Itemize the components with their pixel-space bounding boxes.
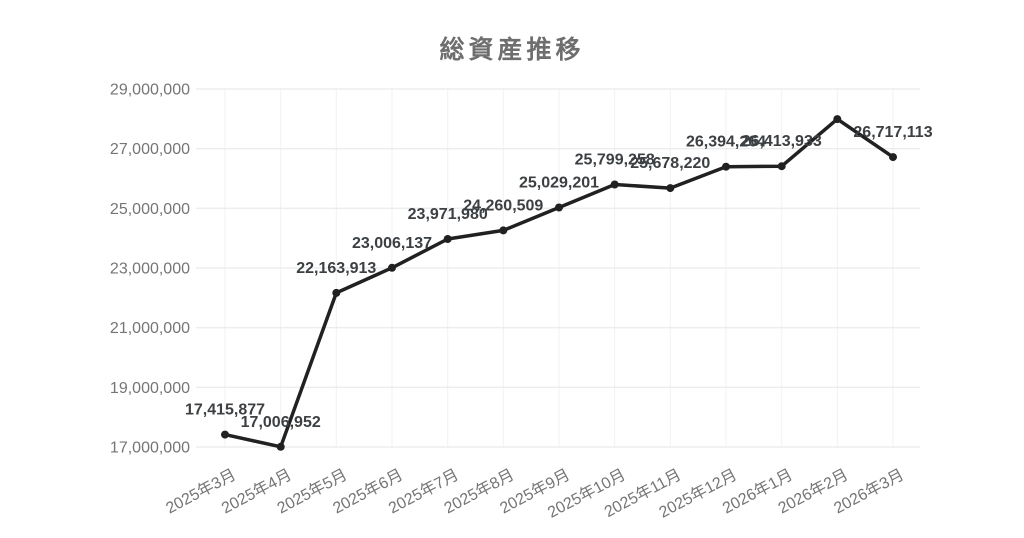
data-point (276, 442, 285, 451)
data-point-label: 25,678,220 (630, 155, 710, 172)
data-point-label: 26,413,933 (742, 133, 822, 150)
data-point-label: 17,006,952 (241, 414, 321, 431)
data-point (332, 288, 341, 297)
data-point-label: 25,029,201 (519, 175, 599, 192)
data-point-label: 23,971,980 (408, 206, 488, 223)
y-axis-tick-label: 25,000,000 (110, 201, 190, 218)
y-axis-tick-label: 29,000,000 (110, 82, 190, 99)
data-point (889, 153, 897, 162)
chart-title: 総資産推移 (439, 36, 585, 64)
data-point-label: 17,415,877 (185, 402, 265, 419)
y-axis-tick-label: 19,000,000 (110, 380, 190, 397)
y-axis-tick-label: 23,000,000 (110, 261, 190, 278)
data-point-label: 26,394,264 (686, 134, 766, 151)
data-point-label: 25,799,258 (575, 152, 655, 169)
data-point-label: 22,163,913 (296, 260, 376, 277)
data-point (221, 430, 229, 439)
data-point (833, 115, 842, 124)
data-point (388, 263, 396, 272)
y-axis-tick-label: 27,000,000 (110, 141, 190, 158)
data-point-label: 24,260,509 (463, 197, 543, 214)
y-axis-tick-label: 17,000,000 (110, 440, 190, 457)
data-point (555, 203, 563, 212)
data-point-label: 26,717,113 (853, 124, 932, 141)
data-point (666, 184, 675, 193)
data-point (499, 226, 508, 235)
data-point (722, 162, 730, 171)
data-point (610, 180, 619, 189)
y-axis-tick-label: 21,000,000 (110, 320, 190, 337)
data-point (777, 162, 786, 171)
data-point-label: 23,006,137 (352, 235, 432, 252)
data-point (443, 235, 452, 243)
